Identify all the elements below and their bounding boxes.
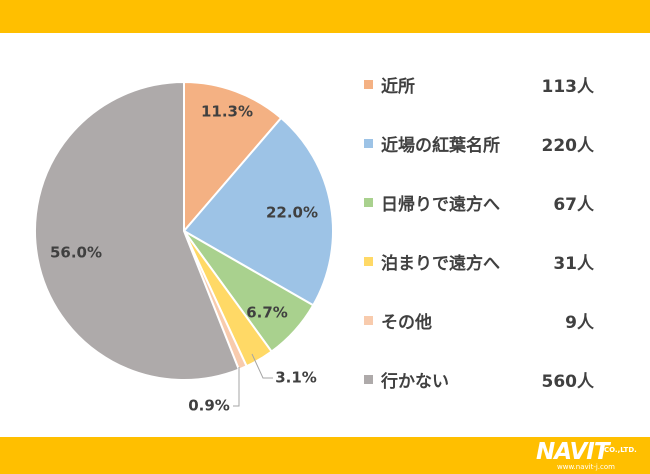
legend-swatch xyxy=(364,80,373,89)
legend: 近所 113人 近場の紅葉名所 220人 日帰りで遠方へ 67人 泊まりで遠方へ… xyxy=(364,66,614,420)
logo-wordmark: NAVIT xyxy=(536,439,610,465)
data-label-nearby-spot: 22.0% xyxy=(266,204,318,222)
pie-slice-not-going xyxy=(34,80,241,381)
legend-item-overnight: 泊まりで遠方へ 31人 xyxy=(364,243,614,302)
legend-label: 泊まりで遠方へ xyxy=(381,254,500,274)
company-logo: NAVIT CO.,LTD. www.navit-j.com xyxy=(536,438,646,472)
legend-count: 560人 xyxy=(541,372,595,392)
legend-label: その他 xyxy=(381,313,432,333)
leader-line-overnight xyxy=(251,353,273,379)
legend-item-nearby-spot: 近場の紅葉名所 220人 xyxy=(364,125,614,184)
legend-count: 67人 xyxy=(553,195,594,215)
logo-url: www.navit-j.com xyxy=(557,463,615,471)
legend-count: 113人 xyxy=(541,77,595,97)
footer-band xyxy=(0,437,650,474)
legend-label: 行かない xyxy=(381,372,449,392)
legend-swatch xyxy=(364,139,373,148)
header-band xyxy=(0,0,650,33)
legend-label: 日帰りで遠方へ xyxy=(381,195,500,215)
data-label-near: 11.3% xyxy=(201,103,253,121)
legend-count: 9人 xyxy=(565,313,594,333)
legend-item-not-going: 行かない 560人 xyxy=(364,361,614,420)
legend-swatch xyxy=(364,375,373,384)
legend-count: 31人 xyxy=(553,254,594,274)
pie-slice-nearby-spot xyxy=(182,116,334,307)
legend-count: 220人 xyxy=(541,136,595,156)
legend-swatch xyxy=(364,316,373,325)
leader-line-other xyxy=(233,367,240,407)
data-label-overnight: 3.1% xyxy=(275,369,317,387)
data-label-not-going: 56.0% xyxy=(50,244,102,262)
pie-slice-near xyxy=(183,80,283,234)
legend-label: 近場の紅葉名所 xyxy=(381,136,500,156)
legend-item-day-trip: 日帰りで遠方へ 67人 xyxy=(364,184,614,243)
legend-label: 近所 xyxy=(381,77,415,97)
logo-suffix: CO.,LTD. xyxy=(604,446,637,454)
data-label-other: 0.9% xyxy=(188,397,230,415)
legend-item-near: 近所 113人 xyxy=(364,66,614,125)
legend-swatch xyxy=(364,257,373,266)
legend-swatch xyxy=(364,198,373,207)
data-label-day-trip: 6.7% xyxy=(246,304,288,322)
legend-item-other: その他 9人 xyxy=(364,302,614,361)
